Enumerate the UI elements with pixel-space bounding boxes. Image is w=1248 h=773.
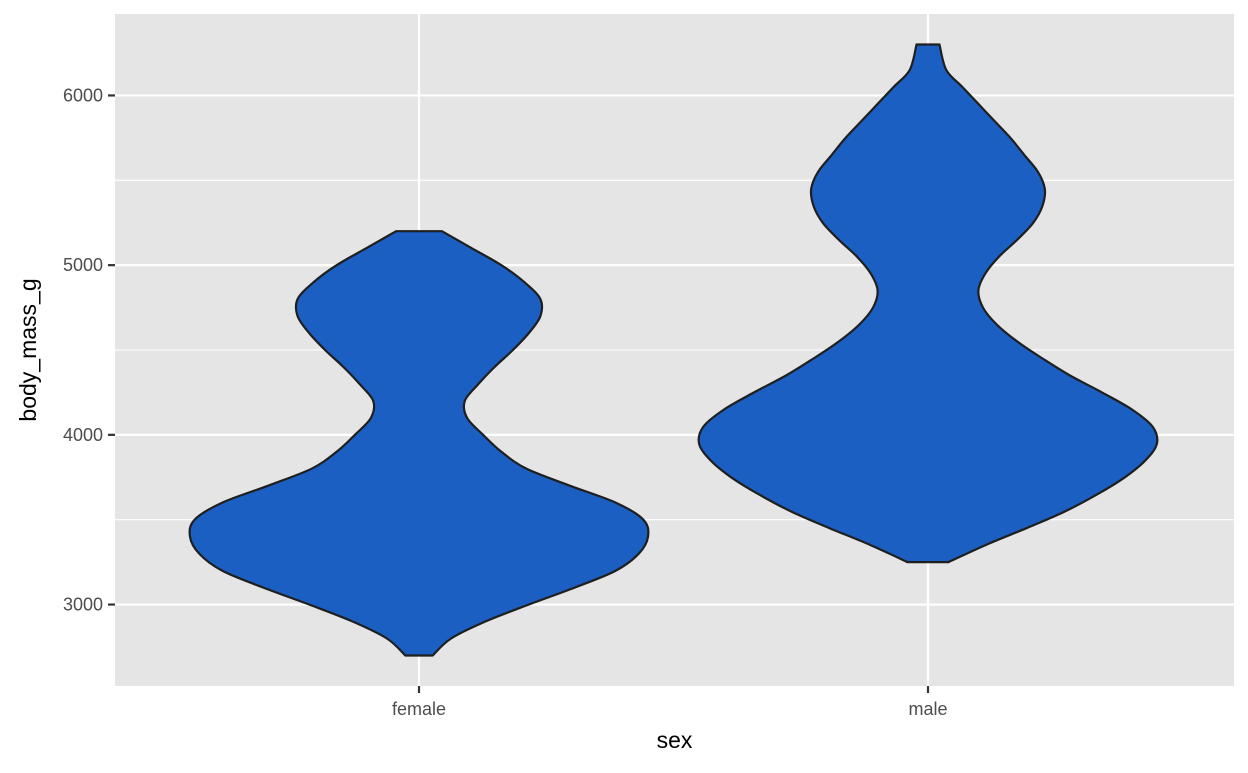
violin-female [188, 230, 650, 657]
y-tick-label: 6000 [63, 85, 103, 105]
y-tick-label: 5000 [63, 255, 103, 275]
axes: 3000 4000 5000 6000 female male [63, 85, 948, 719]
violin-male [697, 43, 1159, 564]
x-tick-label-female: female [392, 699, 446, 719]
y-axis-title: body_mass_g [15, 278, 41, 421]
violins [188, 43, 1159, 657]
x-tick-label-male: male [908, 699, 947, 719]
y-tick-label: 4000 [63, 425, 103, 445]
y-tick-label: 3000 [63, 595, 103, 615]
x-axis-title: sex [657, 727, 693, 753]
